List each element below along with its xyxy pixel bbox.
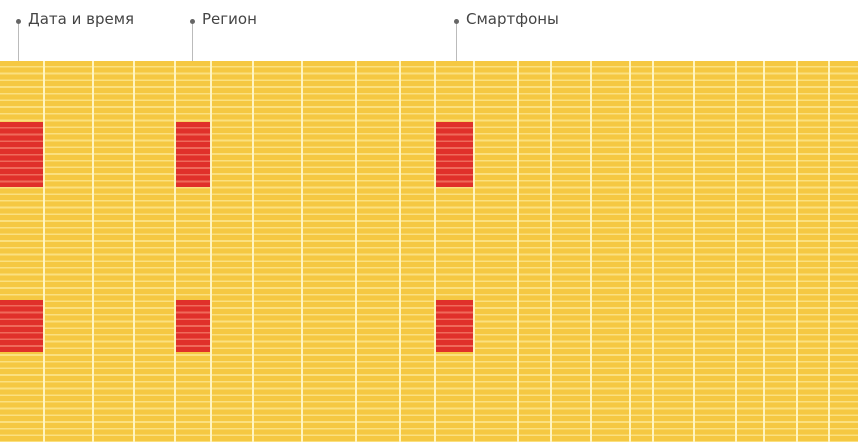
column-separator (174, 61, 176, 442)
column-separator (828, 61, 830, 442)
column-separator (652, 61, 654, 442)
highlight-date-2 (0, 300, 43, 352)
column-separator (763, 61, 765, 442)
column-separator (252, 61, 254, 442)
highlight-smartphones-1 (436, 122, 473, 187)
column-separator (399, 61, 401, 442)
column-separator (735, 61, 737, 442)
column-separator (210, 61, 212, 442)
column-pointer-region (190, 19, 195, 61)
column-separator (629, 61, 631, 442)
column-separator (434, 61, 436, 442)
column-label-region: Регион (202, 10, 257, 28)
column-separator (43, 61, 45, 442)
column-pointer-smartphones (454, 19, 459, 61)
column-separator (693, 61, 695, 442)
highlight-region-2 (176, 300, 210, 352)
highlight-smartphones-2 (436, 300, 473, 352)
column-pointer-date (16, 19, 21, 61)
column-separator (473, 61, 475, 442)
column-separator (355, 61, 357, 442)
column-separator (796, 61, 798, 442)
column-separator (92, 61, 94, 442)
data-grid (0, 61, 858, 442)
column-separator (301, 61, 303, 442)
column-label-date: Дата и время (28, 10, 135, 28)
column-label-smartphones: Смартфоны (466, 10, 559, 28)
column-separator (517, 61, 519, 442)
column-separator (550, 61, 552, 442)
highlight-date-1 (0, 122, 43, 187)
column-separator (133, 61, 135, 442)
highlight-region-1 (176, 122, 210, 187)
column-separator (590, 61, 592, 442)
